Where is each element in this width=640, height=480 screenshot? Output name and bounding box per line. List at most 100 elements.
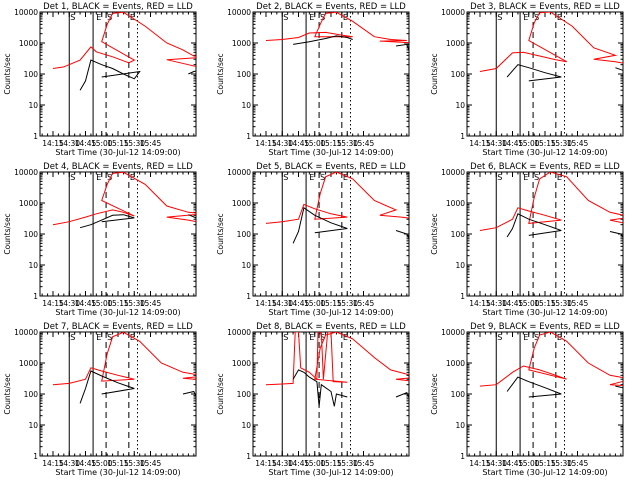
panel-det2: Det 2, BLACK = Events, RED = LLD Counts/s… — [216, 2, 410, 157]
plot-frame — [252, 11, 410, 137]
plot-title: Det 9, BLACK = Events, RED = LLD — [470, 322, 620, 332]
black-events-line-2 — [395, 392, 409, 399]
plot-title: Det 6, BLACK = Events, RED = LLD — [470, 162, 620, 172]
marker-label: S — [320, 173, 325, 182]
y-tick-label: 10 — [455, 101, 465, 110]
x-tick-label: 15:30 — [336, 459, 358, 468]
red-lld-line-0 — [265, 172, 409, 224]
x-tick-label: 15:15 — [320, 459, 342, 468]
black-events-line-1 — [506, 213, 562, 238]
x-tick-label: 15:00 — [91, 139, 113, 148]
y-tick-label: 1 — [460, 132, 465, 141]
panel-det5: Det 5, BLACK = Events, RED = LLD Counts/s… — [216, 162, 410, 317]
y-tick-label: 1 — [246, 452, 251, 461]
black-events-line-1 — [79, 370, 135, 404]
series-group — [479, 172, 623, 239]
y-tick-label: 1000 — [19, 39, 38, 48]
marker-label: E — [309, 13, 314, 22]
panel-det7: Det 7, BLACK = Events, RED = LLD Counts/s… — [3, 322, 197, 477]
marker-label: S — [497, 173, 502, 182]
x-tick-label: 15:00 — [304, 299, 326, 308]
y-tick-label: 100 — [237, 70, 252, 79]
marker-label: E — [523, 333, 528, 342]
x-tick-label: 15:45 — [353, 459, 375, 468]
marker-label: S — [534, 333, 539, 342]
x-tick-label: 14:15 — [469, 299, 491, 308]
x-tick-label: 15:15 — [107, 139, 129, 148]
x-tick-label: 15:45 — [567, 299, 589, 308]
plot-frame — [466, 331, 624, 457]
x-tick-label: 15:45 — [567, 459, 589, 468]
x-tick-label: 14:15 — [42, 459, 64, 468]
x-tick-label: 14:30 — [271, 299, 293, 308]
y-tick-label: 100 — [237, 390, 252, 399]
x-tick-label: 15:30 — [123, 459, 145, 468]
x-tick-label: 14:30 — [58, 459, 80, 468]
panel-det3: Det 3, BLACK = Events, RED = LLD Counts/s… — [430, 2, 624, 157]
y-tick-label: 10000 — [227, 328, 251, 337]
x-tick-label: 15:00 — [304, 459, 326, 468]
marker-label: E — [309, 173, 314, 182]
marker-label: S — [320, 333, 325, 342]
x-tick-label: 15:00 — [518, 299, 540, 308]
y-tick-label: 10 — [241, 261, 251, 270]
series-group — [479, 12, 623, 82]
x-tick-label: 14:30 — [485, 459, 507, 468]
x-tick-label: 14:15 — [469, 459, 491, 468]
x-tick-label: 14:45 — [502, 459, 524, 468]
x-tick-label: 14:15 — [255, 299, 277, 308]
x-tick-label: 15:30 — [336, 299, 358, 308]
x-tick-label: 15:15 — [107, 299, 129, 308]
black-events-line-2 — [395, 43, 409, 52]
black-events-line-2 — [182, 390, 196, 398]
x-tick-label: 15:30 — [550, 459, 572, 468]
marker-label: E — [343, 333, 348, 342]
y-tick-label: 10 — [241, 101, 251, 110]
marker-label: S — [70, 333, 75, 342]
plot-title: Det 4, BLACK = Events, RED = LLD — [43, 162, 193, 172]
x-tick-label: 15:00 — [518, 459, 540, 468]
marker-label: S — [107, 13, 112, 22]
plot-frame — [466, 171, 624, 297]
y-tick-label: 1 — [33, 452, 38, 461]
plot-title: Det 8, BLACK = Events, RED = LLD — [256, 322, 406, 332]
x-axis-label: Start Time (30-Jul-12 14:09:00) — [482, 468, 607, 477]
plot-title: Det 2, BLACK = Events, RED = LLD — [256, 2, 406, 12]
y-tick-label: 1 — [460, 292, 465, 301]
y-tick-label: 1000 — [232, 199, 251, 208]
series-group — [265, 332, 409, 407]
x-tick-label: 14:30 — [485, 139, 507, 148]
panel-det4: Det 4, BLACK = Events, RED = LLD Counts/s… — [3, 162, 197, 317]
y-tick-label: 10 — [28, 421, 38, 430]
y-axis-label: Counts/sec — [216, 373, 225, 414]
series-group — [265, 12, 409, 52]
series-group — [479, 332, 623, 398]
x-tick-label: 14:45 — [502, 299, 524, 308]
marker-label: E — [523, 13, 528, 22]
marker-label: S — [320, 13, 325, 22]
y-tick-label: 1000 — [232, 359, 251, 368]
x-tick-label: 15:00 — [304, 139, 326, 148]
black-events-line-1 — [292, 369, 348, 407]
y-axis-label: Counts/sec — [3, 373, 12, 414]
plot-title: Det 5, BLACK = Events, RED = LLD — [256, 162, 406, 172]
plot-frame — [39, 331, 197, 457]
x-tick-label: 15:30 — [550, 299, 572, 308]
y-tick-label: 100 — [24, 230, 39, 239]
y-axis-label: Counts/sec — [430, 373, 439, 414]
x-axis-label: Start Time (30-Jul-12 14:09:00) — [482, 148, 607, 157]
x-tick-label: 14:45 — [288, 139, 310, 148]
marker-label: S — [283, 333, 288, 342]
marker-label: S — [70, 13, 75, 22]
marker-label: S — [497, 13, 502, 22]
x-tick-label: 15:30 — [336, 139, 358, 148]
x-tick-label: 15:00 — [91, 299, 113, 308]
y-tick-label: 10 — [28, 101, 38, 110]
x-tick-label: 14:45 — [288, 299, 310, 308]
y-tick-label: 1000 — [19, 199, 38, 208]
series-group — [265, 172, 409, 244]
y-tick-label: 1000 — [446, 39, 465, 48]
black-events-line-2 — [188, 214, 196, 219]
marker-label: S — [107, 173, 112, 182]
